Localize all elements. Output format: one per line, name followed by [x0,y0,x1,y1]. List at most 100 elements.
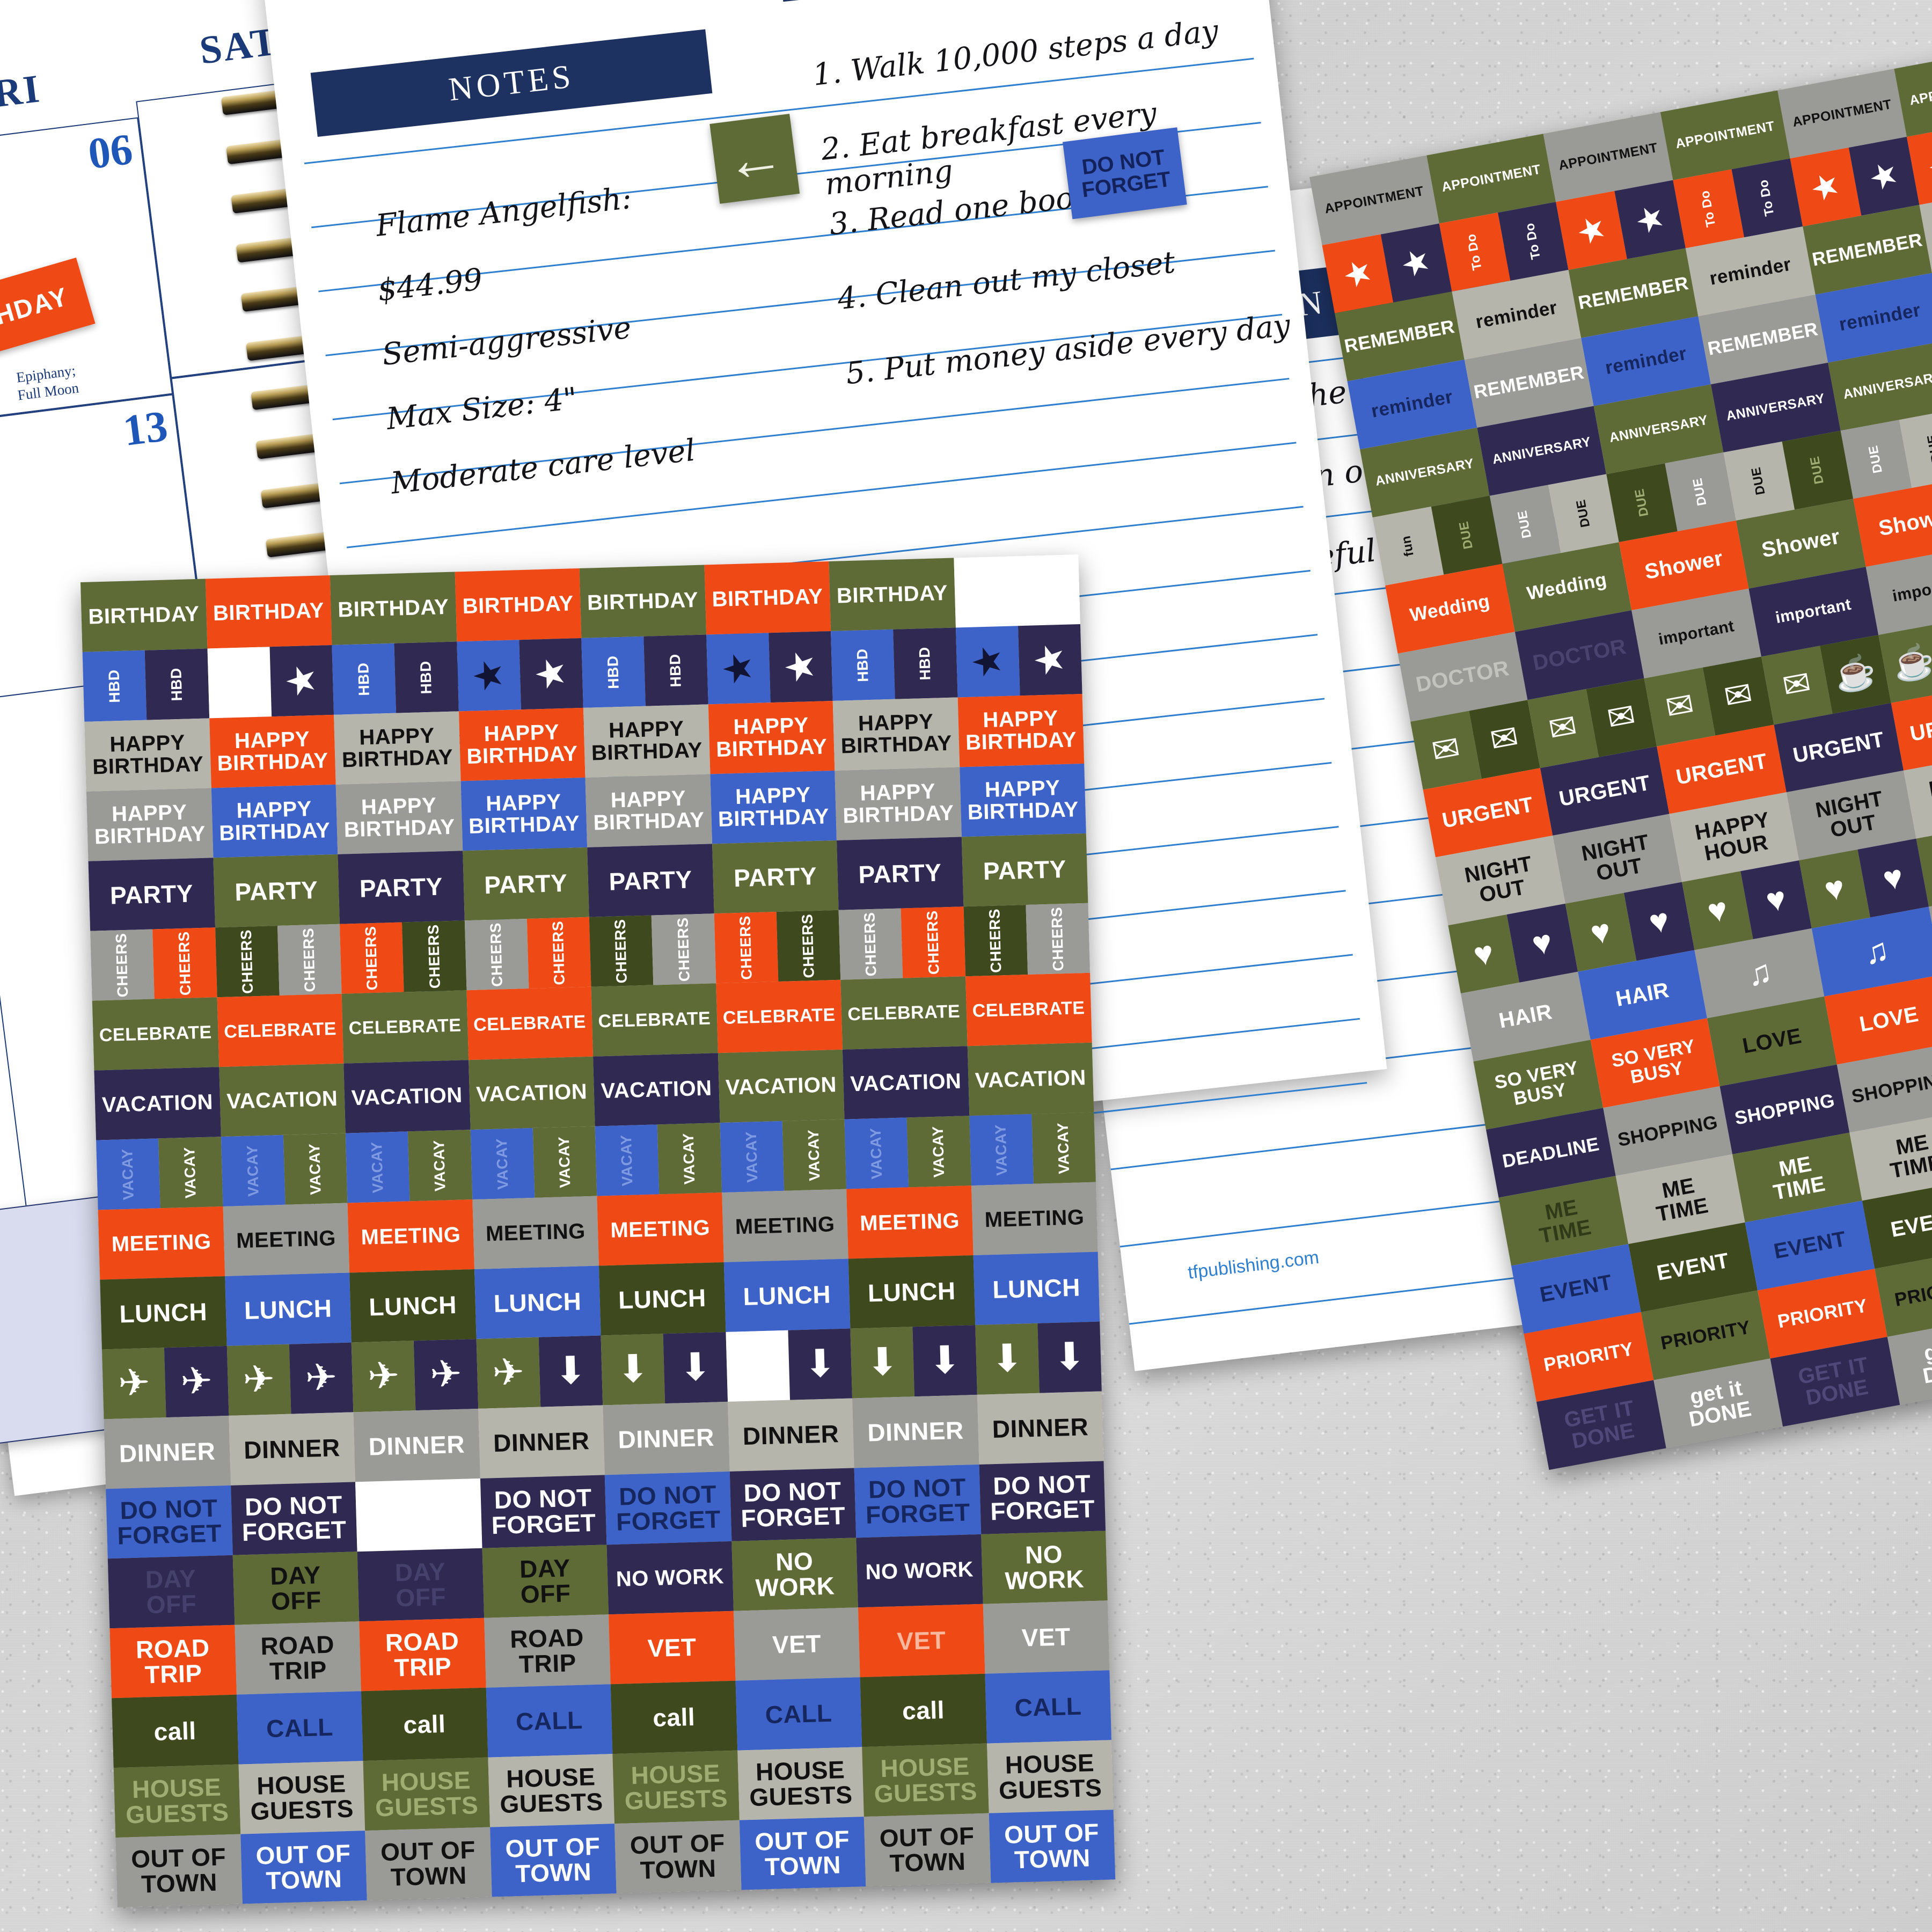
sticker-do-not-forget[interactable]: DO NOT FORGET [480,1475,607,1548]
sticker-travel[interactable]: ✈ [476,1337,540,1409]
sticker-party[interactable]: PARTY [338,851,465,924]
sticker-vacay[interactable]: VACAY [844,1117,909,1189]
sticker-cheers[interactable]: CHEERS [714,912,779,984]
sticker-travel[interactable]: ⬇ [1037,1321,1102,1393]
sticker-happy-birthday-b[interactable]: HAPPY BIRTHDAY [211,784,338,858]
sticker-cheers[interactable]: CHEERS [277,924,342,996]
sticker-party[interactable]: PARTY [462,847,589,921]
sticker-cheers[interactable]: CHEERS [464,919,529,991]
sticker-travel[interactable]: ⬇ [912,1325,977,1397]
sticker-happy-birthday-a[interactable]: HAPPY BIRTHDAY [209,714,336,788]
sticker-cheers[interactable]: CHEERS [152,927,217,999]
sticker-do-not-forget[interactable]: DO NOT FORGET [854,1464,981,1538]
sticker-out-of-town[interactable]: OUT OF TOWN [240,1831,367,1904]
sticker-cheers[interactable]: CHEERS [901,906,965,978]
sticker-meeting[interactable]: MEETING [846,1185,974,1259]
sticker-birthday[interactable]: BIRTHDAY [704,561,831,635]
sticker-out-of-town[interactable]: OUT OF TOWN [863,1813,991,1887]
sticker-arrow-loose[interactable]: ← [709,113,800,204]
sticker-celebrate[interactable]: CELEBRATE [591,983,718,1057]
sticker-travel[interactable]: ⬇ [601,1334,665,1406]
sticker-dinner[interactable]: DINNER [104,1415,231,1489]
sticker-happy-birthday-b[interactable]: HAPPY BIRTHDAY [585,774,712,847]
sticker-day-off[interactable]: DAY OFF [107,1555,235,1629]
sticker-travel[interactable]: ⬇ [538,1335,603,1407]
sticker-lunch[interactable]: LUNCH [723,1258,851,1332]
sticker-sheet-left[interactable]: BIRTHDAY BIRTHDAY BIRTHDAY BIRTHDAY BIRTHDAY… [80,554,1116,1908]
sticker-vacay[interactable]: VACAY [969,1114,1034,1186]
sticker-meeting[interactable]: MEETING [347,1199,474,1273]
sticker-vacay[interactable]: VACAY [158,1137,223,1209]
sticker-meeting[interactable]: MEETING [472,1196,599,1270]
sticker-lunch[interactable]: LUNCH [349,1269,477,1343]
sticker-call[interactable]: call [112,1694,239,1768]
sticker-hbd[interactable]: HBD [643,634,708,706]
sticker-cheers[interactable]: CHEERS [838,908,903,980]
sticker-travel[interactable]: ✈ [101,1348,166,1419]
sticker-road-trip[interactable]: VET [733,1607,860,1681]
sticker-meeting[interactable]: MEETING [971,1182,1098,1256]
sticker-do-not-forget[interactable]: DO NOT FORGET [979,1461,1106,1534]
sticker-vacation[interactable]: VACATION [343,1060,471,1133]
sticker-road-trip[interactable]: ROAD TRIP [484,1614,611,1688]
sticker-call[interactable]: CALL [735,1677,862,1751]
sticker-birthday[interactable]: BIRTHDAY [829,558,956,631]
sticker-hbd[interactable]: ★ [955,626,1020,698]
sticker-vacation[interactable]: VACATION [218,1063,346,1137]
sticker-happy-birthday-a[interactable]: HAPPY BIRTHDAY [832,697,960,771]
sticker-cheers[interactable]: CHEERS [651,913,716,985]
sticker-do-not-forget-loose[interactable]: DO NOT FORGET [1063,127,1187,219]
sticker-hbd[interactable]: ★ [519,638,583,710]
sticker-happy-birthday-a[interactable]: HAPPY BIRTHDAY [458,707,586,781]
sticker-celebrate[interactable]: CELEBRATE [466,986,594,1060]
sticker-vacay[interactable]: VACAY [782,1119,847,1191]
sticker-vacation[interactable]: VACATION [967,1042,1094,1116]
sticker-celebrate[interactable]: CELEBRATE [715,979,843,1053]
sticker-happy-birthday-b[interactable]: HAPPY BIRTHDAY [835,767,962,840]
sticker-dinner[interactable]: DINNER [353,1408,480,1482]
sticker-travel[interactable]: ⬇ [850,1327,915,1399]
sticker-house-guests[interactable]: HOUSE GUESTS [363,1757,490,1831]
sticker-house-guests[interactable]: HOUSE GUESTS [612,1750,740,1824]
sticker-cheers[interactable]: CHEERS [589,915,654,987]
sticker-hbd[interactable]: ★ [768,631,833,703]
sticker-day-off[interactable]: NO WORK [731,1538,858,1611]
sticker-cheers[interactable]: CHEERS [90,929,155,1001]
sticker-day-off[interactable]: DAY OFF [357,1548,484,1622]
sticker-celebrate[interactable]: CELEBRATE [341,990,469,1064]
sticker-call[interactable]: CALL [984,1670,1111,1744]
sticker-house-guests[interactable]: HOUSE GUESTS [986,1740,1114,1813]
sticker-party[interactable]: PARTY [587,844,714,917]
sticker-birthday[interactable]: BIRTHDAY [579,565,706,638]
sticker-vacation[interactable]: VACATION [842,1046,969,1119]
sticker-cheers[interactable]: CHEERS [215,926,280,998]
sticker-birthday[interactable]: BIRTHDAY [205,575,332,649]
sticker-day-off[interactable]: NO WORK [856,1534,983,1608]
sticker-house-guests[interactable]: HOUSE GUESTS [238,1761,365,1834]
sticker-do-not-forget[interactable] [355,1478,482,1552]
sticker-road-trip[interactable]: VET [983,1600,1110,1674]
sticker-vacation[interactable]: VACATION [94,1067,221,1140]
sticker-hbd[interactable]: ★ [456,640,521,712]
sticker-dinner[interactable]: DINNER [977,1391,1104,1465]
sticker-birthday[interactable]: BIRTHDAY [80,579,208,652]
sticker-vacay[interactable]: VACAY [408,1130,472,1202]
sticker-dinner[interactable]: DINNER [852,1394,979,1468]
sticker-travel[interactable]: ✈ [413,1338,478,1411]
sticker-party[interactable]: PARTY [712,840,839,914]
sticker-happy-birthday-a[interactable]: HAPPY BIRTHDAY [84,718,211,792]
sticker-cheers[interactable]: CHEERS [339,922,404,994]
sticker-happy-birthday-a[interactable]: HAPPY BIRTHDAY [708,700,835,774]
sticker-dinner[interactable]: DINNER [603,1401,730,1475]
sticker-birthday[interactable]: BIRTHDAY [455,568,582,642]
sticker-hbd[interactable]: HBD [893,627,958,699]
sticker-out-of-town[interactable]: OUT OF TOWN [614,1820,742,1894]
sticker-hbd[interactable]: HBD [332,643,397,715]
sticker-dinner[interactable]: DINNER [228,1412,356,1485]
sticker-call[interactable]: call [610,1680,737,1754]
sticker-vacation[interactable]: VACATION [468,1056,595,1130]
sticker-happy-birthday-b[interactable]: HAPPY BIRTHDAY [959,763,1086,837]
sticker-call[interactable]: call [361,1687,488,1761]
sticker-party[interactable]: PARTY [836,837,964,910]
sticker-out-of-town[interactable]: OUT OF TOWN [989,1810,1116,1883]
